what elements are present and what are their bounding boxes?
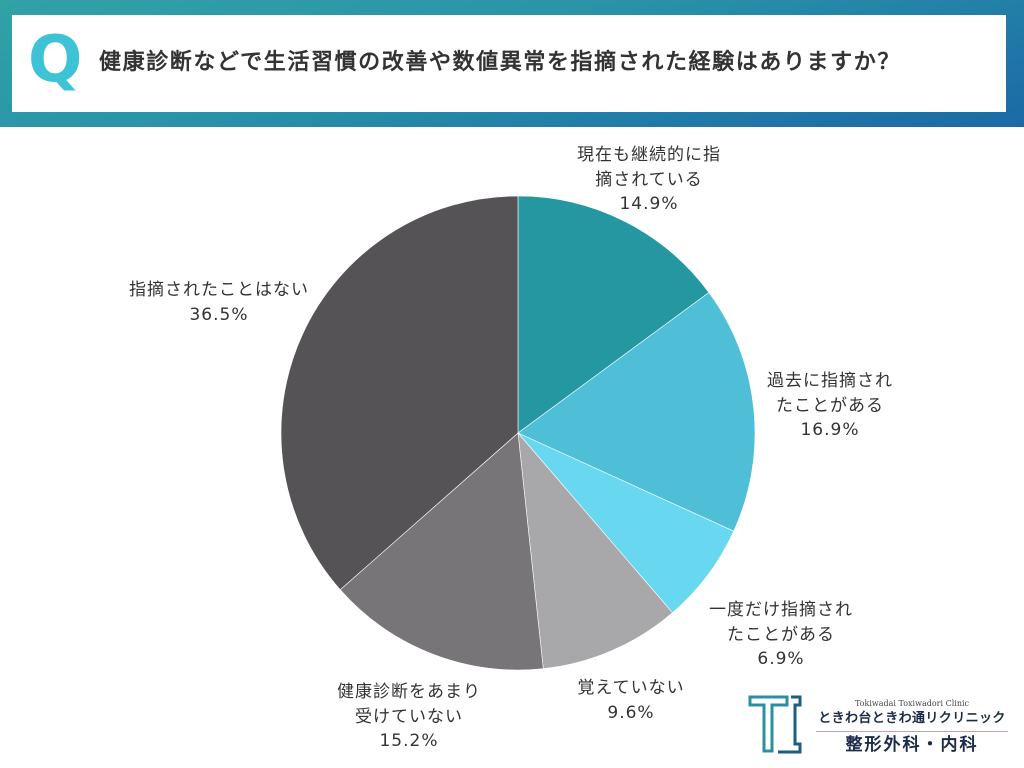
slice-label-4: 健康診断をあまり受けていない 15.2% <box>334 680 484 754</box>
slice-label-3: 覚えていない 9.6% <box>566 676 696 725</box>
question-box <box>12 15 1006 112</box>
slice-category: 指摘されたことはない <box>129 280 309 300</box>
slice-value-label: 16.9% <box>800 420 860 440</box>
pie-slice-0 <box>517 195 710 434</box>
logo-divider <box>816 731 1008 732</box>
slice-label-2: 一度だけ指摘されたことがある 6.9% <box>706 598 856 672</box>
tc-monogram-icon <box>748 695 802 754</box>
pie-chart <box>280 195 756 671</box>
slice-value-label: 15.2% <box>379 731 439 751</box>
clinic-departments: 整形外科・内科 <box>845 735 979 755</box>
slice-label-1: 過去に指摘されたことがある 16.9% <box>764 369 896 443</box>
slice-category: 一度だけ指摘されたことがある <box>709 600 853 645</box>
pie-slice-3 <box>517 432 673 669</box>
pie-slice-1 <box>517 292 756 532</box>
slice-value-label: 6.9% <box>757 649 805 669</box>
pie-slice-5 <box>280 195 519 591</box>
pie-slice-4 <box>339 432 544 671</box>
slice-label-5: 指摘されたことはない 36.5% <box>119 278 319 327</box>
slice-category: 覚えていない <box>577 678 685 698</box>
slice-category: 現在も継続的に指摘されている <box>577 145 721 190</box>
slice-value-label: 14.9% <box>619 194 679 214</box>
question-text: 健康診断などで生活習慣の改善や数値異常を指摘された経験はありますか？ <box>99 50 901 75</box>
slice-category: 過去に指摘されたことがある <box>767 371 893 416</box>
slice-label-0: 現在も継続的に指摘されている 14.9% <box>574 143 724 217</box>
pie-slice-2 <box>517 432 735 614</box>
clinic-name-jp: ときわ台ときわ通リクリニック <box>818 711 1006 726</box>
q-mark: Q <box>28 23 83 97</box>
clinic-name-en: Tokiwadai Toxiwadori Clinic <box>854 699 970 708</box>
slice-value-label: 9.6% <box>607 702 655 723</box>
slice-category: 健康診断をあまり受けていない <box>337 682 481 727</box>
slice-value-label: 36.5% <box>189 304 249 325</box>
